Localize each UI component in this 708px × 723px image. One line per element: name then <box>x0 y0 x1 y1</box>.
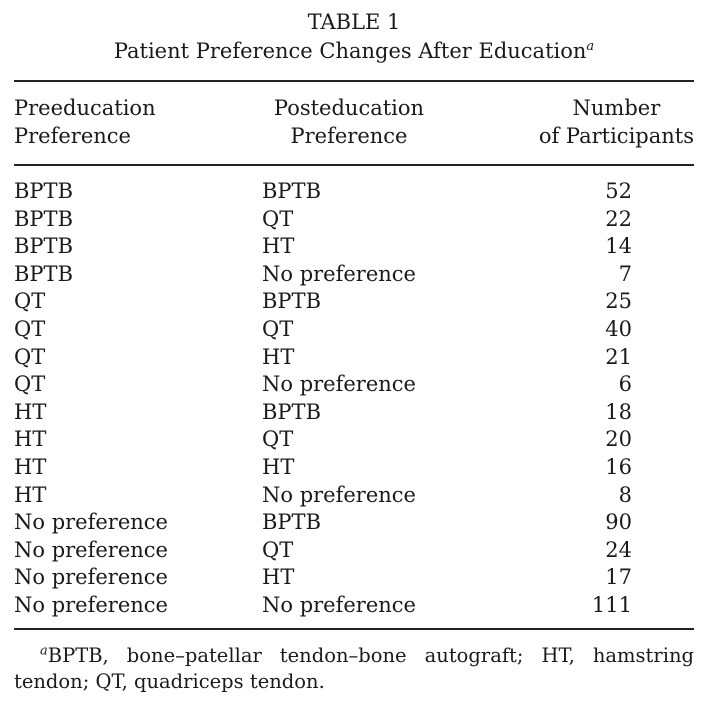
table-title-text: Patient Preference Changes After Educati… <box>113 39 587 63</box>
cell-pre: QT <box>14 289 46 314</box>
table-row: HT No preference 8 <box>14 482 694 510</box>
table-row: HT QT 20 <box>14 426 694 454</box>
cell-post: QT <box>262 206 294 231</box>
footnote-line2: tendon; QT, quadriceps tendon. <box>14 669 325 693</box>
cell-count: 21 <box>605 344 632 369</box>
cell-pre: HT <box>14 399 47 424</box>
cell-pre: QT <box>14 372 46 397</box>
cell-count: 6 <box>618 372 632 397</box>
header-preeducation-line2: Preference <box>14 124 131 148</box>
cell-pre: QT <box>14 344 46 369</box>
table-footnote: aBPTB, bone–patellar tendon–bone autogra… <box>14 643 694 695</box>
cell-post: QT <box>262 316 294 341</box>
bottom-rule <box>14 627 694 630</box>
cell-pre: BPTB <box>14 179 74 203</box>
header-number-line1: Number <box>572 96 661 120</box>
table-row: QT HT 21 <box>14 344 694 372</box>
table-row: No preference BPTB 90 <box>14 509 694 537</box>
header-number-line2: of Participants <box>538 124 694 148</box>
table-row: BPTB HT 14 <box>14 233 694 261</box>
header-rule <box>14 164 694 166</box>
header-posteducation-line1: Posteducation <box>273 96 425 120</box>
cell-count: 111 <box>591 592 632 617</box>
table-row: No preference QT 24 <box>14 537 694 565</box>
cell-post: BPTB <box>262 179 322 203</box>
cell-post: No preference <box>262 482 416 507</box>
table-row: HT BPTB 18 <box>14 399 694 427</box>
cell-pre: BPTB <box>14 234 74 259</box>
cell-post: QT <box>262 537 294 562</box>
cell-post: HT <box>262 344 295 369</box>
cell-post: No preference <box>262 261 416 286</box>
cell-count: 18 <box>605 399 632 424</box>
cell-post: BPTB <box>262 289 322 314</box>
header-number: Number of Participants <box>436 94 694 150</box>
footnote-line1-text: BPTB, bone–patellar tendon–bone autograf… <box>47 643 694 667</box>
table-row: BPTB No preference 7 <box>14 261 694 289</box>
cell-count: 90 <box>605 510 632 535</box>
cell-pre: HT <box>14 454 47 479</box>
top-rule <box>14 80 694 82</box>
cell-pre: BPTB <box>14 206 74 231</box>
footnote-line1: aBPTB, bone–patellar tendon–bone autogra… <box>14 643 694 669</box>
cell-count: 52 <box>605 179 632 203</box>
cell-count: 22 <box>605 206 632 231</box>
footnote-marker: a <box>40 643 48 658</box>
cell-pre: No preference <box>14 592 168 617</box>
table-row: No preference HT 17 <box>14 564 694 592</box>
cell-count: 25 <box>605 289 632 314</box>
header-posteducation-line2: Preference <box>290 124 408 148</box>
cell-pre: No preference <box>14 537 168 562</box>
cell-pre: QT <box>14 316 46 341</box>
cell-count: 14 <box>605 234 632 259</box>
table-row: BPTB QT 22 <box>14 206 694 234</box>
table-row: QT QT 40 <box>14 316 694 344</box>
table-title: Patient Preference Changes After Educati… <box>14 37 694 66</box>
table-row: HT HT 16 <box>14 454 694 482</box>
cell-pre: HT <box>14 482 47 507</box>
cell-count: 8 <box>618 482 632 507</box>
table-number-label: TABLE 1 <box>307 10 401 34</box>
cell-count: 17 <box>605 565 632 590</box>
header-preeducation-line1: Preeducation <box>14 96 156 120</box>
cell-post: No preference <box>262 592 416 617</box>
cell-count: 20 <box>605 427 632 452</box>
table-header-row: Preeducation Preference Posteducation Pr… <box>14 82 694 164</box>
table-row: No preference No preference 111 <box>14 592 694 620</box>
cell-post: BPTB <box>262 510 322 535</box>
header-preeducation: Preeducation Preference <box>14 94 262 150</box>
cell-post: HT <box>262 565 295 590</box>
cell-pre: BPTB <box>14 261 74 286</box>
table-row: BPTB BPTB 52 <box>14 178 694 206</box>
cell-post: BPTB <box>262 399 322 424</box>
table-row: QT BPTB 25 <box>14 288 694 316</box>
title-footnote-marker: a <box>586 39 595 54</box>
table-row: QT No preference 6 <box>14 371 694 399</box>
header-posteducation: Posteducation Preference <box>262 94 436 150</box>
table-container: TABLE 1 Patient Preference Changes After… <box>14 8 694 695</box>
cell-count: 7 <box>618 261 632 286</box>
cell-post: No preference <box>262 372 416 397</box>
cell-count: 40 <box>605 316 632 341</box>
cell-pre: No preference <box>14 565 168 590</box>
cell-count: 16 <box>605 454 632 479</box>
table-caption: TABLE 1 Patient Preference Changes After… <box>14 8 694 66</box>
cell-post: HT <box>262 454 295 479</box>
table-body: BPTB BPTB 52 BPTB QT 22 BPTB HT 14 BPTB No pref… <box>14 166 694 628</box>
cell-post: HT <box>262 234 295 259</box>
cell-post: QT <box>262 427 294 452</box>
cell-pre: HT <box>14 427 47 452</box>
cell-count: 24 <box>605 537 632 562</box>
cell-pre: No preference <box>14 510 168 535</box>
